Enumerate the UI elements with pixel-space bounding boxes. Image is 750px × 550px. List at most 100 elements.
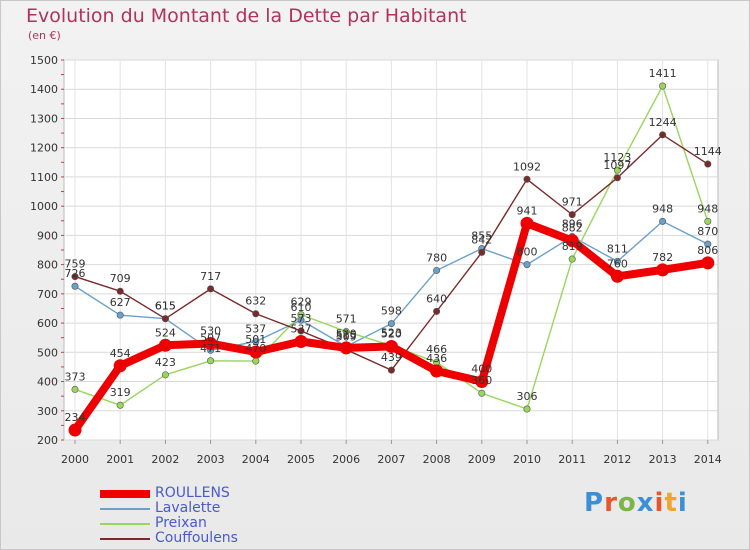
legend-swatch: [100, 523, 150, 525]
legend-item-couffoulens: Couffoulens: [100, 530, 320, 546]
legend-item-roullens: ROULLENS: [100, 485, 320, 501]
data-point-couffoulens: [71, 273, 79, 281]
y-tick-label: 1100: [30, 171, 58, 184]
data-label-lavalette: 800: [517, 246, 538, 259]
data-label-couffoulens: 842: [471, 233, 492, 246]
data-label-preixan: 571: [336, 313, 357, 326]
data-point-preixan: [161, 371, 169, 379]
data-point-preixan: [342, 328, 350, 336]
y-tick-label: 900: [37, 229, 58, 242]
data-label-preixan: 360: [471, 374, 492, 387]
data-label-lavalette: 811: [607, 242, 628, 255]
data-label-roullens: 537: [291, 322, 312, 335]
data-label-preixan: 471: [200, 342, 221, 355]
legend-label: Preixan: [155, 515, 207, 531]
x-tick-label: 2004: [242, 453, 270, 466]
legend-swatch: [100, 538, 150, 540]
data-point-preixan: [568, 255, 576, 263]
x-tick-label: 2006: [332, 453, 360, 466]
data-label-lavalette: 610: [291, 301, 312, 314]
data-label-couffoulens: 573: [291, 312, 312, 325]
data-label-roullens: 941: [517, 204, 538, 217]
data-label-couffoulens: 640: [426, 292, 447, 305]
data-label-preixan: 819: [562, 240, 583, 253]
data-label-roullens: 760: [607, 257, 628, 270]
legend-swatch: [100, 490, 150, 498]
data-label-roullens: 806: [697, 244, 718, 257]
data-point-couffoulens: [523, 175, 531, 183]
data-label-couffoulens: 509: [336, 331, 357, 344]
data-point-couffoulens: [433, 307, 441, 315]
data-label-lavalette: 598: [381, 305, 402, 318]
data-label-preixan: 629: [291, 296, 312, 309]
data-point-roullens: [475, 375, 489, 389]
x-tick-label: 2014: [694, 453, 722, 466]
data-label-couffoulens: 1097: [603, 159, 631, 172]
data-point-preixan: [207, 357, 215, 365]
data-point-lavalette: [387, 320, 395, 328]
data-point-preixan: [659, 82, 667, 90]
data-point-preixan: [252, 357, 260, 365]
data-point-roullens: [701, 256, 715, 270]
data-point-couffoulens: [613, 174, 621, 182]
proxiti-logo: Proxiti: [584, 488, 688, 518]
y-tick-label: 1000: [30, 200, 58, 213]
data-label-couffoulens: 759: [65, 258, 86, 271]
data-label-roullens: 882: [562, 222, 583, 235]
data-point-lavalette: [704, 240, 712, 248]
data-label-couffoulens: 971: [562, 196, 583, 209]
data-label-roullens: 454: [110, 347, 131, 360]
data-label-lavalette: 948: [652, 202, 673, 215]
data-point-couffoulens: [478, 248, 486, 256]
data-label-roullens: 782: [652, 251, 673, 264]
data-point-roullens: [113, 359, 127, 373]
data-point-couffoulens: [207, 285, 215, 293]
data-label-preixan: 1123: [603, 151, 631, 164]
data-label-lavalette: 537: [245, 322, 266, 335]
data-label-preixan: 1411: [649, 67, 677, 80]
legend-swatch: [100, 508, 150, 510]
data-point-preixan: [613, 166, 621, 174]
data-label-preixan: 466: [426, 343, 447, 356]
y-tick-label: 200: [37, 434, 58, 447]
x-tick-label: 2008: [423, 453, 451, 466]
data-point-preixan: [523, 405, 531, 413]
data-point-roullens: [430, 364, 444, 378]
data-point-roullens: [158, 338, 172, 352]
data-point-lavalette: [71, 282, 79, 290]
data-point-lavalette: [613, 257, 621, 265]
data-label-preixan: 523: [381, 327, 402, 340]
data-label-roullens: 530: [200, 325, 221, 338]
legend-item-preixan: Preixan: [100, 515, 320, 531]
data-label-preixan: 319: [110, 386, 131, 399]
data-label-lavalette: 855: [471, 230, 492, 243]
x-tick-label: 2013: [649, 453, 677, 466]
data-label-couffoulens: 632: [245, 295, 266, 308]
data-label-roullens: 520: [381, 327, 402, 340]
data-point-roullens: [520, 216, 534, 230]
data-label-lavalette: 896: [562, 218, 583, 231]
chart-title: Evolution du Montant de la Dette par Hab…: [26, 5, 467, 27]
x-tick-label: 2010: [513, 453, 541, 466]
data-point-roullens: [68, 423, 82, 437]
legend-label: ROULLENS: [155, 485, 230, 501]
data-point-preixan: [116, 401, 124, 409]
data-label-roullens: 501: [245, 333, 266, 346]
data-label-couffoulens: 439: [381, 351, 402, 364]
data-point-roullens: [249, 345, 263, 359]
data-label-lavalette: 615: [155, 300, 176, 313]
y-tick-label: 800: [37, 259, 58, 272]
data-label-lavalette: 870: [697, 225, 718, 238]
x-tick-label: 2003: [197, 453, 225, 466]
data-point-preixan: [704, 217, 712, 225]
data-point-roullens: [565, 234, 579, 248]
data-point-couffoulens: [704, 160, 712, 168]
y-tick-label: 1300: [30, 112, 58, 125]
data-point-roullens: [610, 269, 624, 283]
y-tick-label: 600: [37, 317, 58, 330]
x-tick-label: 2000: [61, 453, 89, 466]
data-label-roullens: 524: [155, 326, 176, 339]
data-point-couffoulens: [387, 366, 395, 374]
data-label-lavalette: 726: [65, 267, 86, 280]
data-label-couffoulens: 1244: [649, 116, 677, 129]
